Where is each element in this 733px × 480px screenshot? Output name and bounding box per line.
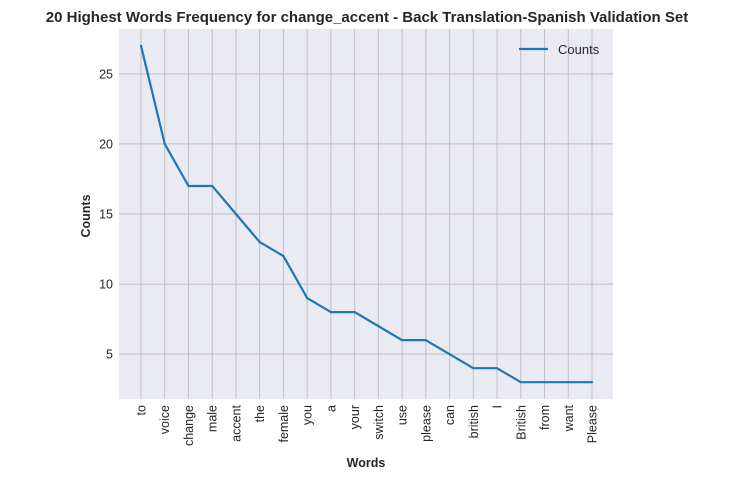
data-point xyxy=(448,353,451,356)
x-tick-label: female xyxy=(277,405,291,443)
data-point xyxy=(567,381,570,384)
x-tick-label: to xyxy=(135,405,149,415)
data-point xyxy=(495,367,499,370)
data-point xyxy=(258,240,261,244)
data-point xyxy=(424,339,427,342)
x-tick-label: British xyxy=(514,405,528,440)
x-tick-label: switch xyxy=(372,405,386,440)
data-point xyxy=(329,311,332,314)
y-axis-label: Counts xyxy=(79,194,93,237)
data-point xyxy=(377,325,380,328)
data-point xyxy=(282,254,285,258)
x-tick-label: I xyxy=(491,405,505,408)
x-tick-label: voice xyxy=(158,405,172,434)
x-tick-label: from xyxy=(538,405,552,430)
x-tick-label: want xyxy=(562,404,576,432)
data-point xyxy=(401,339,404,342)
y-tick-label: 15 xyxy=(99,208,113,222)
data-point xyxy=(543,381,546,384)
x-tick-label: Please xyxy=(586,405,600,443)
chart-title: 20 Highest Words Frequency for change_ac… xyxy=(46,9,688,26)
data-point xyxy=(519,381,522,384)
y-tick-label: 25 xyxy=(99,67,113,81)
data-point xyxy=(306,296,309,300)
data-points xyxy=(139,44,594,384)
legend: Counts xyxy=(519,42,600,57)
data-point xyxy=(187,184,190,188)
x-tick-label: your xyxy=(348,405,362,429)
data-point xyxy=(163,142,166,146)
data-point xyxy=(590,381,594,384)
y-axis-ticks: 5 10 15 20 25 xyxy=(99,67,113,361)
data-point xyxy=(211,184,214,188)
legend-label-counts: Counts xyxy=(558,42,600,57)
data-point xyxy=(472,367,475,370)
x-axis-ticks: to voice change male accent the female you a your… xyxy=(135,404,600,446)
x-tick-label: change xyxy=(182,405,196,446)
x-tick-label: the xyxy=(253,405,267,422)
x-axis-label: Words xyxy=(347,456,386,470)
data-point xyxy=(353,311,356,314)
x-tick-label: use xyxy=(396,405,410,425)
y-tick-label: 20 xyxy=(99,137,113,151)
data-point xyxy=(139,44,143,47)
x-tick-label: a xyxy=(324,405,338,412)
y-tick-label: 5 xyxy=(106,348,113,362)
x-tick-label: accent xyxy=(229,404,243,441)
y-tick-label: 10 xyxy=(99,278,113,292)
data-point xyxy=(234,212,238,216)
x-tick-label: male xyxy=(206,405,220,432)
x-tick-label: you xyxy=(301,405,315,425)
x-tick-label: british xyxy=(467,405,481,438)
x-tick-label: can xyxy=(443,405,457,425)
series-line-counts xyxy=(139,45,592,384)
x-tick-label: please xyxy=(419,405,433,442)
